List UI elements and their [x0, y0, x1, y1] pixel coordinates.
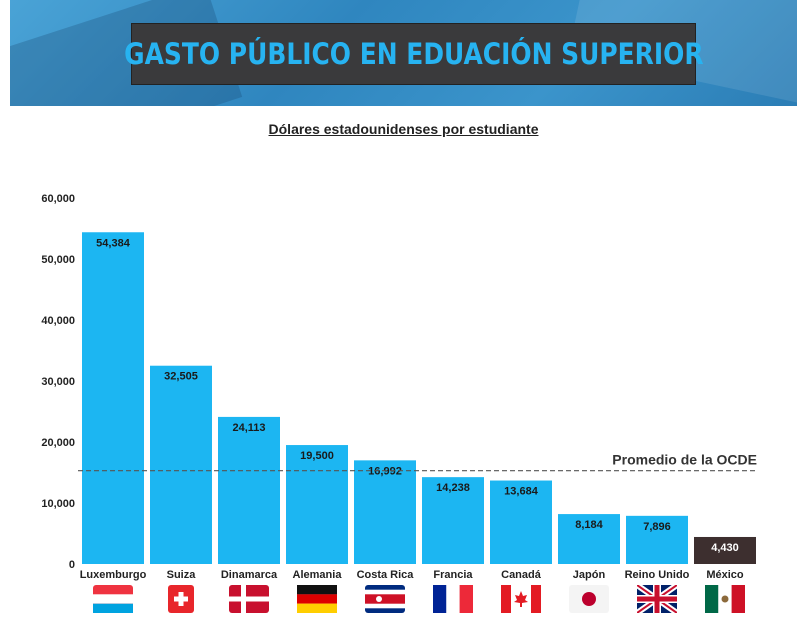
japan-flag-icon	[569, 585, 609, 613]
header-banner: GASTO PÚBLICO EN EDUACIÓN SUPERIOR	[10, 0, 797, 106]
bar	[150, 365, 212, 564]
y-tick-label: 0	[69, 559, 75, 571]
x-tick-label: Canadá	[501, 569, 542, 581]
x-tick-label: México	[706, 569, 744, 581]
title-box: GASTO PÚBLICO EN EDUACIÓN SUPERIOR	[124, 23, 703, 85]
x-tick-label: Suiza	[167, 569, 197, 581]
chart-subtitle: Dólares estadounidenses por estudiante	[268, 121, 539, 137]
x-tick-label: Costa Rica	[357, 569, 415, 581]
data-label: 16,992	[368, 465, 402, 477]
data-label: 19,500	[300, 450, 334, 462]
bar	[694, 536, 756, 564]
x-tick-label: Luxemburgo	[80, 569, 147, 581]
data-label: 7,896	[643, 521, 671, 533]
canada-flag-icon	[501, 585, 541, 613]
x-tick-label: Dinamarca	[221, 569, 278, 581]
bar	[82, 232, 144, 564]
data-label: 32,505	[164, 371, 198, 383]
switzerland-flag-icon	[161, 585, 201, 613]
bar	[422, 477, 484, 564]
mexico-flag-icon	[705, 585, 745, 613]
x-tick-label: Francia	[433, 569, 473, 581]
x-tick-label: Alemania	[293, 569, 343, 581]
y-tick-label: 20,000	[41, 437, 75, 449]
data-label: 24,113	[232, 422, 265, 434]
y-tick-label: 40,000	[41, 315, 75, 327]
x-tick-label: Reino Unido	[625, 569, 690, 581]
y-tick-label: 50,000	[41, 254, 75, 266]
bar	[354, 460, 416, 564]
denmark-flag-icon	[229, 585, 269, 613]
bar	[218, 416, 280, 564]
data-label: 13,684	[504, 486, 539, 498]
costa-rica-flag-icon	[365, 585, 405, 613]
page-title: GASTO PÚBLICO EN EDUACIÓN SUPERIOR	[123, 37, 704, 71]
x-tick-label: Japón	[573, 569, 606, 581]
france-flag-icon	[433, 585, 473, 613]
oecd-average-label: Promedio de la OCDE	[612, 452, 757, 468]
data-label: 54,384	[96, 237, 131, 249]
data-label: 14,238	[436, 482, 470, 494]
bar	[626, 515, 688, 564]
bar	[286, 445, 348, 564]
y-tick-label: 30,000	[41, 376, 75, 388]
bar	[558, 514, 620, 564]
uk-flag-icon	[635, 582, 679, 616]
data-label: 8,184	[575, 519, 603, 531]
y-tick-label: 60,000	[41, 193, 75, 205]
luxembourg-flag-icon	[93, 585, 133, 613]
y-tick-label: 10,000	[41, 498, 75, 510]
data-label: 4,430	[711, 542, 739, 554]
bar	[490, 480, 552, 564]
germany-flag-icon	[297, 585, 337, 613]
